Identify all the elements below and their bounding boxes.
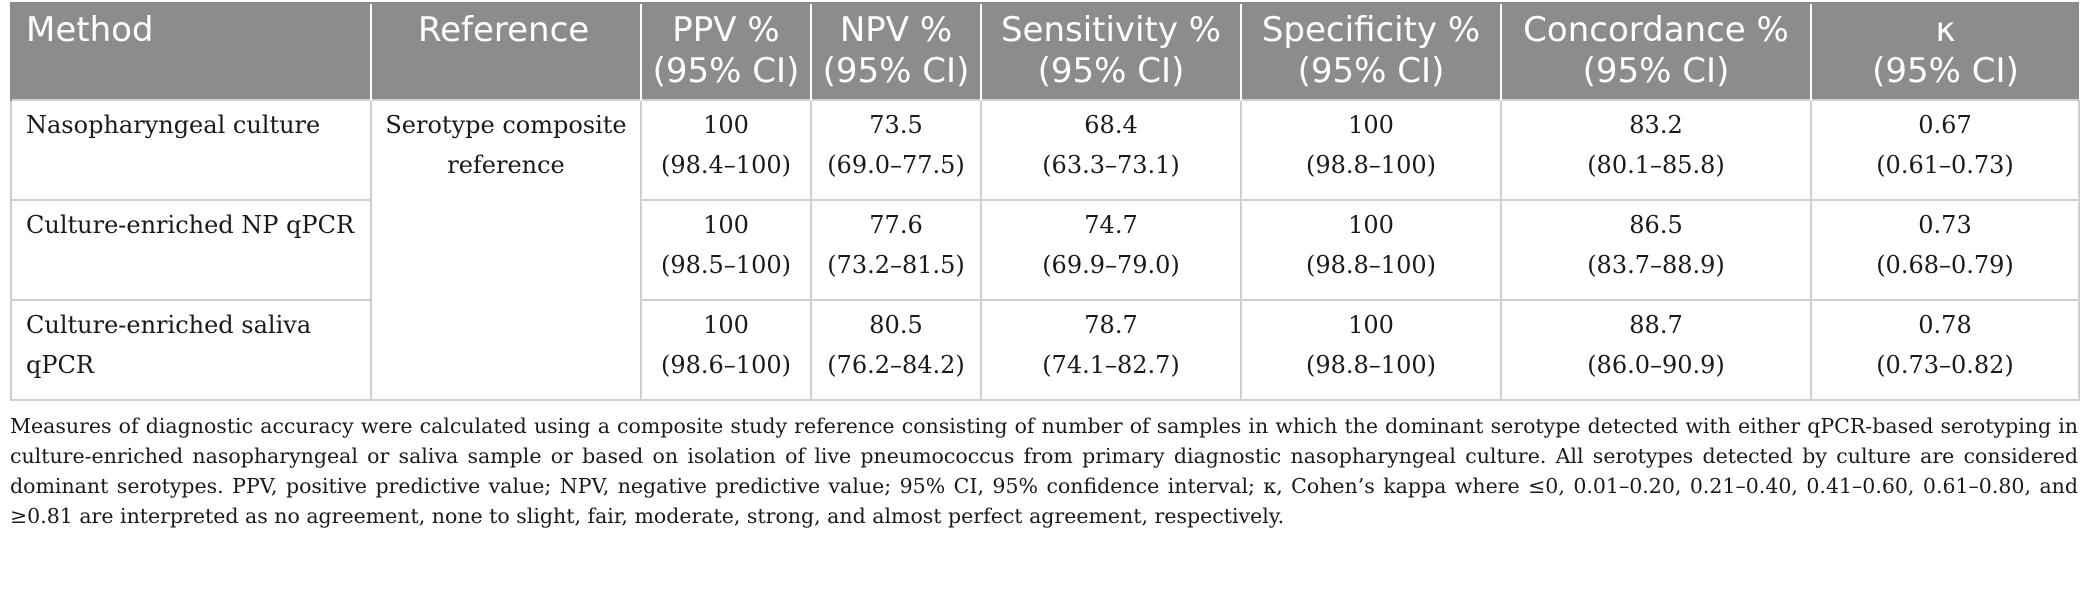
confidence-interval: (63.3–73.1) [1042, 151, 1180, 179]
value: 100 [1348, 111, 1394, 139]
confidence-interval: (86.0–90.9) [1587, 351, 1725, 379]
value: 88.7 [1629, 311, 1683, 339]
header-sublabel: (95% CI) [822, 51, 970, 91]
table-row: Culture-enriched NP qPCR 100 (98.5–100) … [10, 199, 2080, 301]
sensitivity-cell: 78.7 (74.1–82.7) [980, 299, 1242, 401]
header-method: Method [10, 2, 371, 100]
npv-cell: 80.5 (76.2–84.2) [810, 299, 982, 401]
npv-cell: 77.6 (73.2–81.5) [810, 199, 982, 301]
confidence-interval: (98.8–100) [1306, 351, 1436, 379]
value: 0.73 [1918, 211, 1972, 239]
header-kappa: κ (95% CI) [1810, 2, 2079, 100]
value: 0.67 [1918, 111, 1972, 139]
header-label: Method [26, 10, 154, 50]
method-cell: Culture-enriched NP qPCR [10, 199, 372, 301]
header-sublabel: (95% CI) [1297, 51, 1445, 91]
reference-label: reference [447, 151, 565, 179]
header-label: κ [1935, 10, 1956, 50]
ppv-cell: 100 (98.4–100) [640, 99, 812, 201]
npv-cell: 73.5 (69.0–77.5) [810, 99, 982, 201]
method-cell: Culture-enriched saliva qPCR [10, 299, 372, 401]
concordance-cell: 83.2 (80.1–85.8) [1500, 99, 1812, 201]
header-row: Method Reference PPV % (95% CI) NPV % (9… [10, 2, 2079, 100]
confidence-interval: (98.4–100) [661, 151, 791, 179]
table-container: Method Reference PPV % (95% CI) NPV % (9… [10, 2, 2080, 552]
header-label: Sensitivity % [1000, 10, 1222, 50]
value: 74.7 [1084, 211, 1138, 239]
concordance-cell: 86.5 (83.7–88.9) [1500, 199, 1812, 301]
sensitivity-cell: 68.4 (63.3–73.1) [980, 99, 1242, 201]
confidence-interval: (98.8–100) [1306, 251, 1436, 279]
confidence-interval: (98.6–100) [661, 351, 791, 379]
value: 100 [703, 111, 749, 139]
confidence-interval: (0.61–0.73) [1876, 151, 2014, 179]
header-specificity: Specificity % (95% CI) [1240, 2, 1501, 100]
confidence-interval: (69.0–77.5) [827, 151, 965, 179]
header-concordance: Concordance % (95% CI) [1500, 2, 1811, 100]
method-label: Culture-enriched NP qPCR [26, 211, 355, 239]
sensitivity-cell: 74.7 (69.9–79.0) [980, 199, 1242, 301]
value: 0.78 [1918, 311, 1972, 339]
confidence-interval: (69.9–79.0) [1042, 251, 1180, 279]
header-npv: NPV % (95% CI) [810, 2, 981, 100]
confidence-interval: (0.73–0.82) [1876, 351, 2014, 379]
kappa-cell: 0.67 (0.61–0.73) [1810, 99, 2080, 201]
header-sublabel: (95% CI) [652, 51, 800, 91]
method-cell: Nasopharyngeal culture [10, 99, 372, 201]
concordance-cell: 88.7 (86.0–90.9) [1500, 299, 1812, 401]
confidence-interval: (98.8–100) [1306, 151, 1436, 179]
specificity-cell: 100 (98.8–100) [1240, 199, 1502, 301]
confidence-interval: (98.5–100) [661, 251, 791, 279]
value: 100 [1348, 311, 1394, 339]
method-label: qPCR [26, 351, 94, 379]
kappa-cell: 0.78 (0.73–0.82) [1810, 299, 2080, 401]
value: 100 [703, 211, 749, 239]
header-label: NPV % [839, 10, 953, 50]
confidence-interval: (83.7–88.9) [1587, 251, 1725, 279]
table-row: Nasopharyngeal culture Serotype composit… [10, 99, 2080, 401]
header-label: Reference [418, 10, 590, 50]
ppv-cell: 100 (98.6–100) [640, 299, 812, 401]
specificity-cell: 100 (98.8–100) [1240, 99, 1502, 201]
ppv-cell: 100 (98.5–100) [640, 199, 812, 301]
value: 78.7 [1084, 311, 1138, 339]
value: 73.5 [869, 111, 923, 139]
table-row: Culture-enriched saliva qPCR 100 (98.6–1… [10, 299, 2080, 401]
confidence-interval: (76.2–84.2) [827, 351, 965, 379]
value: 100 [1348, 211, 1394, 239]
value: 80.5 [869, 311, 923, 339]
diagnostic-accuracy-table: Method Reference PPV % (95% CI) NPV % (9… [10, 2, 2080, 401]
method-label: Culture-enriched saliva [26, 311, 312, 339]
reference-cell: Serotype composite reference [370, 99, 642, 401]
header-sublabel: (95% CI) [1872, 51, 2019, 91]
table-footnote: Measures of diagnostic accuracy were cal… [10, 414, 2078, 528]
header-sensitivity: Sensitivity % (95% CI) [980, 2, 1241, 100]
value: 100 [703, 311, 749, 339]
confidence-interval: (73.2–81.5) [827, 251, 965, 279]
header-label: PPV % [672, 10, 780, 50]
specificity-cell: 100 (98.8–100) [1240, 299, 1502, 401]
header-reference: Reference [370, 2, 641, 100]
method-label: Nasopharyngeal culture [26, 111, 321, 139]
value: 86.5 [1629, 211, 1683, 239]
header-ppv: PPV % (95% CI) [640, 2, 811, 100]
kappa-cell: 0.73 (0.68–0.79) [1810, 199, 2080, 301]
confidence-interval: (0.68–0.79) [1876, 251, 2014, 279]
header-label: Concordance % [1523, 10, 1789, 50]
reference-label: Serotype composite [385, 111, 627, 139]
confidence-interval: (74.1–82.7) [1042, 351, 1180, 379]
header-label: Specificity % [1261, 10, 1481, 50]
value: 83.2 [1629, 111, 1683, 139]
confidence-interval: (80.1–85.8) [1587, 151, 1725, 179]
value: 77.6 [869, 211, 923, 239]
value: 68.4 [1084, 111, 1138, 139]
header-sublabel: (95% CI) [1037, 51, 1185, 91]
header-sublabel: (95% CI) [1582, 51, 1730, 91]
